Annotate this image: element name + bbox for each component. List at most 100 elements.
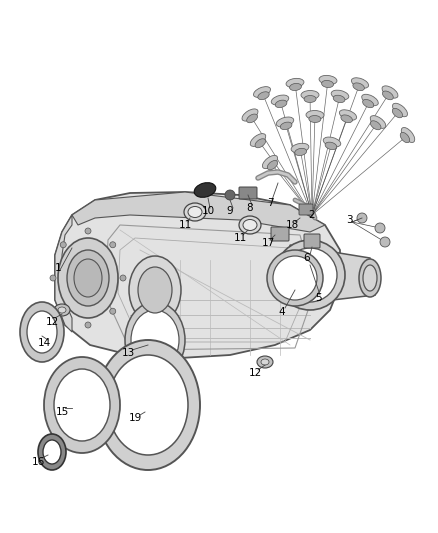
Ellipse shape — [58, 238, 118, 318]
Ellipse shape — [131, 310, 179, 370]
Ellipse shape — [262, 156, 278, 168]
Ellipse shape — [362, 94, 378, 106]
Circle shape — [50, 275, 56, 281]
Circle shape — [85, 322, 91, 328]
Ellipse shape — [304, 95, 316, 102]
Ellipse shape — [20, 302, 64, 362]
Text: 19: 19 — [128, 413, 141, 423]
Ellipse shape — [321, 80, 333, 87]
Ellipse shape — [74, 259, 102, 297]
Ellipse shape — [363, 265, 377, 291]
Polygon shape — [55, 192, 340, 358]
Ellipse shape — [27, 311, 57, 353]
Ellipse shape — [382, 91, 393, 100]
Ellipse shape — [254, 87, 271, 98]
Ellipse shape — [273, 256, 317, 300]
Ellipse shape — [67, 250, 109, 306]
Ellipse shape — [188, 206, 202, 217]
Text: 14: 14 — [37, 338, 51, 348]
Circle shape — [375, 223, 385, 233]
Ellipse shape — [267, 160, 278, 170]
Polygon shape — [55, 215, 72, 332]
FancyBboxPatch shape — [271, 227, 289, 241]
Ellipse shape — [255, 139, 265, 148]
Polygon shape — [290, 245, 375, 305]
FancyBboxPatch shape — [239, 187, 257, 199]
Ellipse shape — [239, 216, 261, 234]
Ellipse shape — [247, 114, 258, 123]
Ellipse shape — [392, 108, 403, 118]
FancyBboxPatch shape — [299, 204, 313, 215]
Ellipse shape — [194, 183, 216, 197]
Ellipse shape — [341, 115, 353, 123]
Ellipse shape — [267, 250, 323, 306]
Ellipse shape — [96, 340, 200, 470]
Text: 11: 11 — [178, 220, 192, 230]
Text: 7: 7 — [267, 198, 273, 208]
Text: 6: 6 — [304, 253, 310, 263]
Ellipse shape — [129, 256, 181, 324]
Ellipse shape — [325, 142, 337, 150]
Ellipse shape — [125, 302, 185, 378]
Ellipse shape — [339, 110, 357, 120]
Text: 8: 8 — [247, 203, 253, 213]
Text: 18: 18 — [286, 220, 299, 230]
Circle shape — [110, 242, 116, 248]
Polygon shape — [72, 192, 325, 232]
Circle shape — [60, 308, 66, 314]
Text: 3: 3 — [346, 215, 352, 225]
Ellipse shape — [371, 121, 381, 130]
Ellipse shape — [359, 259, 381, 297]
Ellipse shape — [138, 267, 172, 313]
Ellipse shape — [283, 248, 337, 302]
Text: 1: 1 — [55, 263, 61, 273]
Ellipse shape — [400, 132, 410, 143]
Ellipse shape — [319, 75, 337, 85]
Text: 5: 5 — [314, 293, 321, 303]
Ellipse shape — [280, 122, 292, 130]
Ellipse shape — [351, 78, 369, 88]
Ellipse shape — [291, 143, 309, 153]
Text: 2: 2 — [309, 210, 315, 220]
Ellipse shape — [44, 357, 120, 453]
Text: 10: 10 — [201, 206, 215, 216]
Ellipse shape — [276, 117, 294, 127]
Ellipse shape — [184, 203, 206, 221]
Text: 12: 12 — [248, 368, 261, 378]
Ellipse shape — [295, 148, 307, 156]
Ellipse shape — [382, 86, 398, 98]
Ellipse shape — [108, 355, 188, 455]
Circle shape — [60, 242, 66, 248]
Circle shape — [120, 275, 126, 281]
Ellipse shape — [54, 369, 110, 441]
Ellipse shape — [243, 220, 257, 230]
Ellipse shape — [43, 440, 61, 464]
Ellipse shape — [275, 240, 345, 310]
Text: 12: 12 — [46, 317, 59, 327]
Ellipse shape — [331, 90, 349, 100]
Ellipse shape — [258, 92, 269, 100]
Ellipse shape — [363, 100, 374, 108]
Ellipse shape — [271, 95, 289, 105]
Ellipse shape — [38, 434, 66, 470]
Text: 11: 11 — [233, 233, 247, 243]
Ellipse shape — [392, 103, 407, 117]
Text: 15: 15 — [55, 407, 69, 417]
Ellipse shape — [306, 110, 324, 119]
Ellipse shape — [250, 134, 266, 147]
Ellipse shape — [286, 78, 304, 87]
Ellipse shape — [261, 359, 269, 365]
Circle shape — [110, 308, 116, 314]
Text: 16: 16 — [32, 457, 45, 467]
Ellipse shape — [301, 91, 319, 100]
Ellipse shape — [401, 127, 415, 142]
Ellipse shape — [370, 116, 386, 128]
Ellipse shape — [242, 109, 258, 121]
Text: 17: 17 — [261, 238, 275, 248]
Text: 9: 9 — [227, 206, 233, 216]
Ellipse shape — [257, 356, 273, 368]
FancyBboxPatch shape — [304, 234, 320, 248]
Ellipse shape — [323, 137, 341, 147]
Ellipse shape — [333, 95, 345, 102]
Ellipse shape — [58, 307, 66, 313]
